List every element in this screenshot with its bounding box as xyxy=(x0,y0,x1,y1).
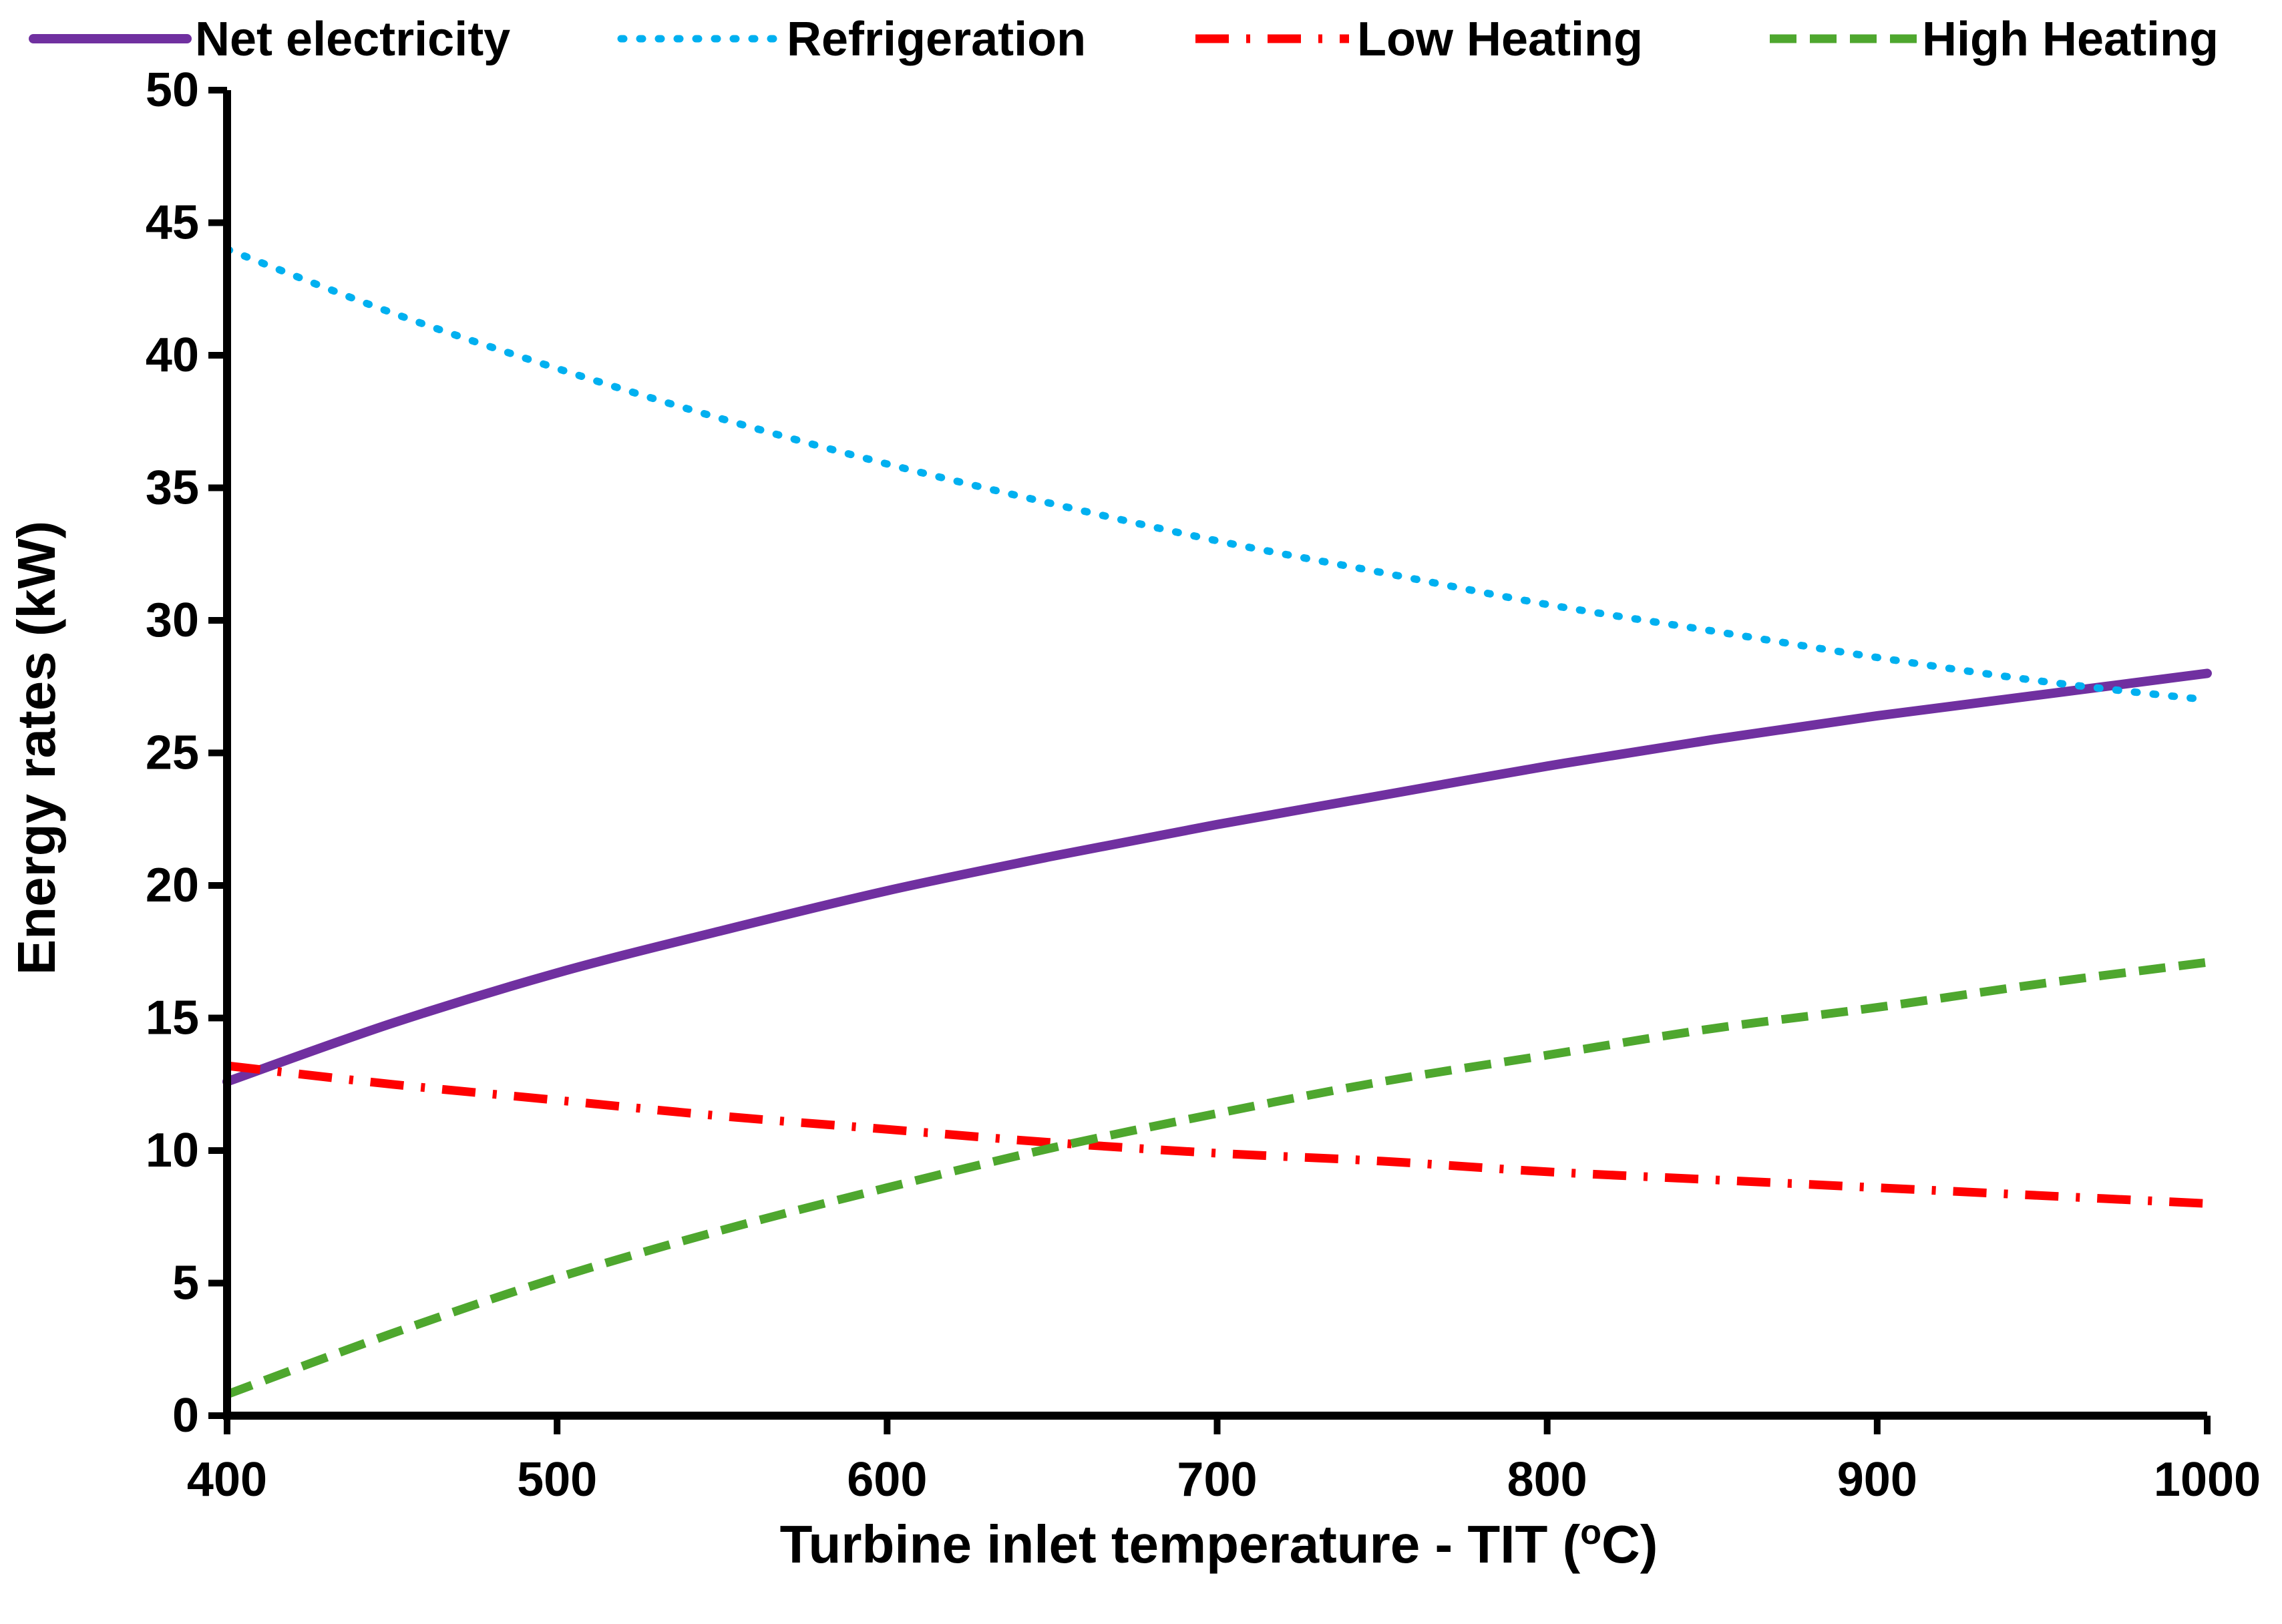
x-tick-label: 900 xyxy=(1837,1453,1917,1506)
x-axis-title-superscript: o xyxy=(1580,1513,1601,1552)
series-line-net-electricity xyxy=(222,668,2212,1086)
tick-labels: 0 5 10 15 20 25 30 35 40 45 50 400 500 600 700 800 900 10… xyxy=(146,63,2261,1506)
legend-label-refrigeration: Refrigeration xyxy=(787,13,1086,66)
y-tick-label: 50 xyxy=(146,63,199,117)
x-tick-label: 600 xyxy=(847,1453,927,1506)
series-line-high-heating xyxy=(225,958,2208,1399)
legend-label-low-heating: Low Heating xyxy=(1357,13,1643,66)
x-tick-label: 800 xyxy=(1507,1453,1587,1506)
y-tick-label: 15 xyxy=(146,992,199,1045)
x-tick-label: 700 xyxy=(1177,1453,1257,1506)
series-line-low-heating xyxy=(226,1061,2208,1208)
y-tick-label: 30 xyxy=(146,594,199,647)
series-line-refrigeration xyxy=(223,245,2211,704)
y-tick-label: 45 xyxy=(146,196,199,250)
x-tick-label: 500 xyxy=(517,1453,597,1506)
y-tick-label: 35 xyxy=(146,461,199,515)
x-tick-label: 400 xyxy=(187,1453,267,1506)
x-axis-title-main: Turbine inlet temperature - TIT ( xyxy=(780,1514,1581,1574)
y-tick-label: 10 xyxy=(146,1124,199,1177)
plot-series xyxy=(222,245,2212,1399)
y-axis-title: Energy rates (kW) xyxy=(7,521,66,975)
x-axis-title-end: C) xyxy=(1601,1514,1658,1574)
legend-label-high-heating: High Heating xyxy=(1922,13,2219,66)
axes xyxy=(208,87,2211,1434)
legend-label-net-electricity: Net electricity xyxy=(195,13,510,66)
y-tick-label: 25 xyxy=(146,727,199,780)
x-axis-title: Turbine inlet temperature - TIT (oC) xyxy=(780,1513,1658,1574)
y-tick-label: 40 xyxy=(146,329,199,382)
legend: Net electricity Refrigeration Low Heating H… xyxy=(29,13,2219,66)
y-tick-label: 20 xyxy=(146,859,199,912)
y-tick-label: 0 xyxy=(172,1389,199,1442)
x-tick-label: 1000 xyxy=(2154,1453,2261,1506)
y-tick-label: 5 xyxy=(172,1257,199,1310)
